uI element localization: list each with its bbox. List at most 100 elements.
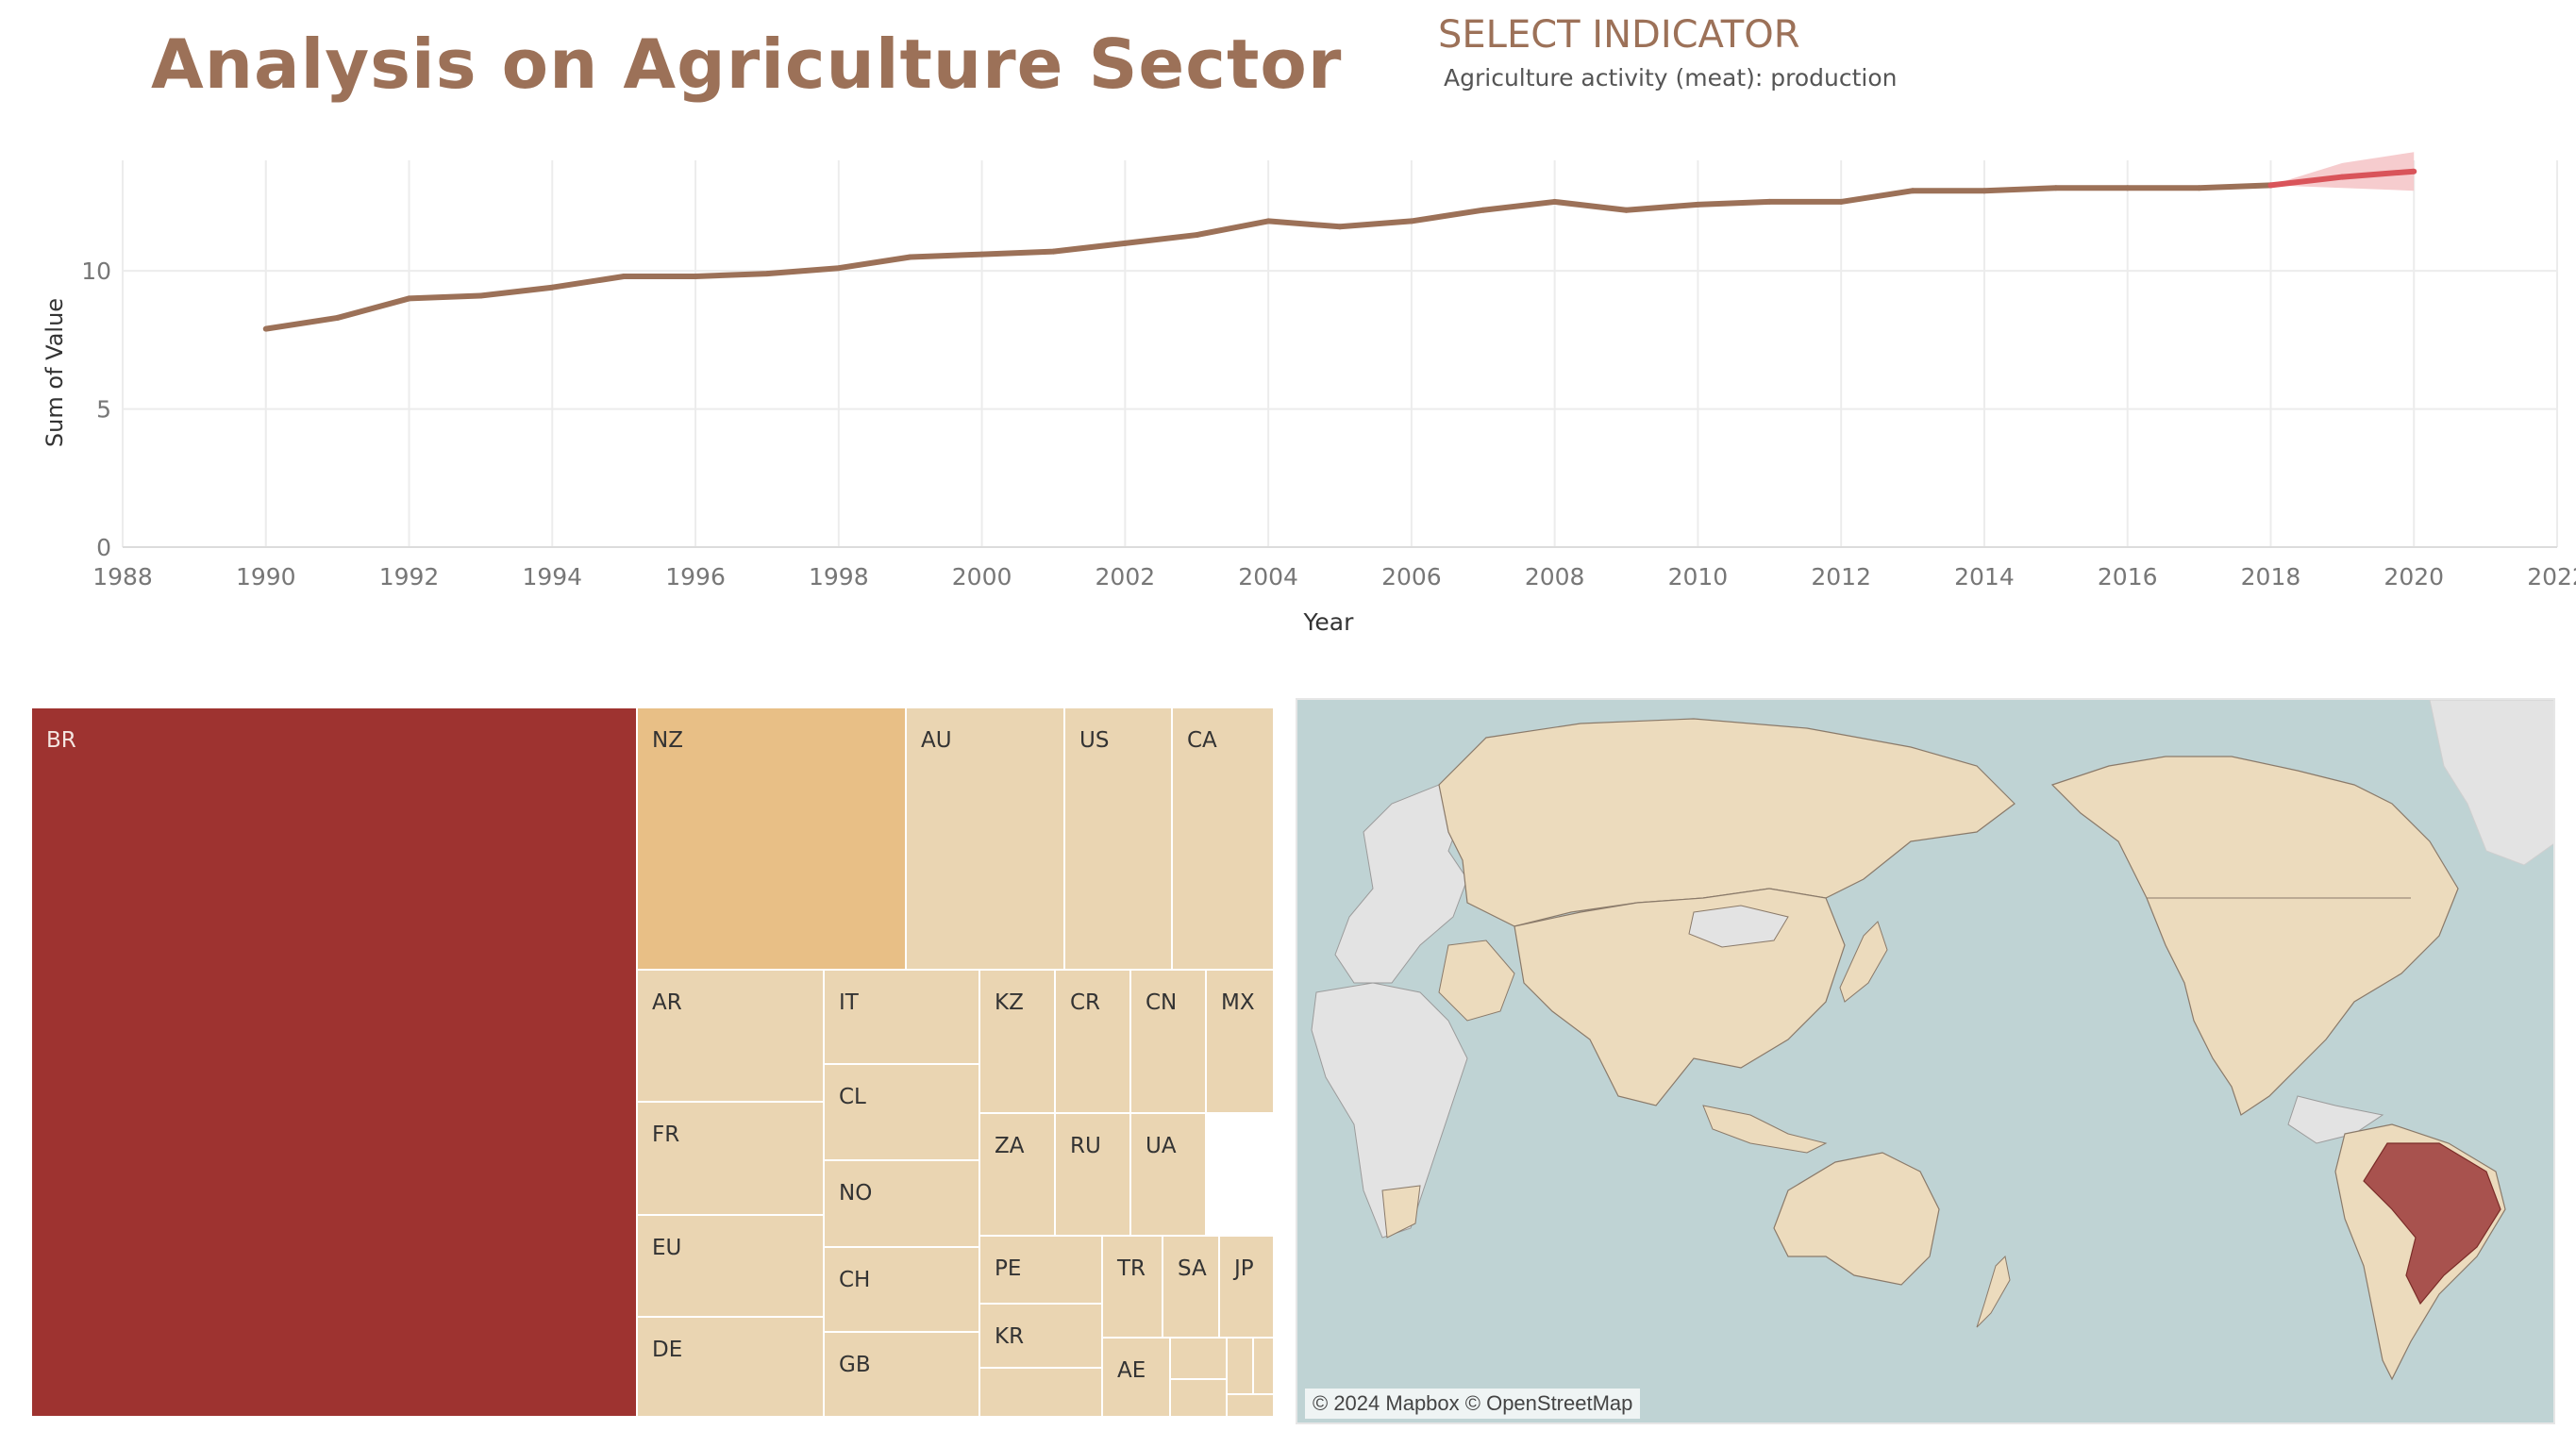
treemap-tile-ae[interactable] [1101,1337,1171,1418]
treemap-tile-cr[interactable] [1054,969,1131,1114]
forecast-data-point[interactable] [2267,182,2274,189]
treemap-tile-cn[interactable] [1129,969,1207,1114]
actual-data-point[interactable] [621,274,627,279]
map-middle-east[interactable] [1438,940,1515,1022]
treemap-tile-fr[interactable] [636,1101,825,1216]
treemap-tile-mx[interactable] [1205,969,1275,1114]
actual-data-point[interactable] [1122,240,1129,246]
actual-data-point[interactable] [334,314,341,321]
x-tick-label: 1988 [92,563,153,590]
map-attribution: © 2024 Mapbox © OpenStreetMap [1305,1389,1641,1419]
treemap-tile[interactable] [1252,1337,1275,1395]
x-tick-label: 2012 [1811,563,1871,590]
treemap-tile-ua[interactable] [1129,1112,1207,1237]
world-map[interactable]: © 2024 Mapbox © OpenStreetMap [1296,698,2555,1424]
actual-data-point[interactable] [1695,201,1701,208]
actual-data-point[interactable] [1910,188,1916,194]
x-tick-label: 2014 [1954,563,2015,590]
x-tick-label: 2018 [2241,563,2301,590]
treemap-tile-eu[interactable] [636,1214,825,1318]
page-title: Analysis on Agriculture Sector [151,25,1343,104]
treemap-tile-ca[interactable] [1171,707,1275,971]
treemap-tile-gb[interactable] [823,1331,980,1418]
treemap-tile-pe[interactable] [979,1235,1103,1305]
actual-data-point[interactable] [1265,218,1272,225]
actual-data-point[interactable] [1194,232,1200,239]
map-south-africa[interactable] [1381,1185,1421,1239]
map-indonesia[interactable] [1702,1105,1828,1154]
actual-data-point[interactable] [2124,185,2131,191]
treemap-tile-ch[interactable] [823,1246,980,1333]
x-tick-label: 2022 [2527,563,2576,590]
y-tick-label: 0 [96,534,111,561]
treemap-tile-za[interactable] [979,1112,1056,1237]
world-map-canvas[interactable] [1297,700,2555,1424]
x-tick-label: 1998 [809,563,869,590]
treemap-tile[interactable] [1169,1337,1228,1380]
map-mongolia[interactable] [1688,905,1789,948]
treemap-tile-de[interactable] [636,1316,825,1418]
map-australia[interactable] [1773,1152,1940,1286]
x-tick-label: 2006 [1381,563,1442,590]
map-new-zealand[interactable] [1976,1255,2011,1328]
actual-data-point[interactable] [1551,198,1558,205]
forecast-data-point[interactable] [2339,174,2346,180]
treemap-tile-jp[interactable] [1218,1235,1275,1339]
treemap-tile-au[interactable] [905,707,1065,971]
actual-data-point[interactable] [549,284,556,291]
x-tick-label: 2000 [952,563,1012,590]
treemap-tile-ru[interactable] [1054,1112,1131,1237]
treemap-tile-us[interactable] [1063,707,1173,971]
actual-data-point[interactable] [406,295,412,302]
map-russia[interactable] [1438,718,2016,927]
map-africa[interactable] [1311,982,1468,1239]
treemap-tile-kz[interactable] [979,969,1056,1114]
actual-data-point[interactable] [1981,188,1987,194]
forecast-data-point[interactable] [2411,168,2417,175]
map-asia[interactable] [1514,888,1846,1106]
map-japan[interactable] [1839,921,1888,1003]
x-tick-label: 1990 [236,563,296,590]
treemap-tile-no[interactable] [823,1159,980,1248]
treemap-tile-kr[interactable] [979,1303,1103,1369]
treemap-tile-tr[interactable] [1101,1235,1163,1339]
actual-data-point[interactable] [1623,207,1630,213]
actual-data-point[interactable] [907,254,913,260]
actual-data-point[interactable] [1766,198,1773,205]
actual-data-point[interactable] [693,274,699,279]
treemap-tile[interactable] [1226,1393,1275,1418]
actual-data-point[interactable] [1480,207,1486,213]
treemap-tile-cl[interactable] [823,1063,980,1161]
line-chart[interactable]: 1988 1990 1992 1994 1996 1998 2000 2002 2004 2006… [0,141,2576,651]
x-tick-label: 2016 [2098,563,2158,590]
x-tick-label: 2004 [1238,563,1298,590]
actual-data-point[interactable] [1337,224,1343,230]
actual-data-point[interactable] [835,265,842,272]
actual-data-point[interactable] [763,271,770,277]
indicator-selector-value[interactable]: Agriculture activity (meat): production [1444,64,1898,91]
treemap-tile[interactable] [979,1367,1103,1418]
actual-data-point[interactable] [1408,218,1414,225]
y-tick-label: 10 [81,258,111,285]
treemap-tile[interactable] [1169,1378,1228,1418]
x-tick-label: 1994 [522,563,582,590]
y-axis-title: Sum of Value [42,298,68,447]
treemap-tile-nz[interactable] [636,707,907,971]
map-brazil[interactable] [2363,1142,2501,1306]
actual-data-point[interactable] [262,325,269,332]
actual-data-point[interactable] [1838,198,1845,205]
x-tick-label: 2008 [1525,563,1585,590]
map-greenland[interactable] [2429,700,2555,866]
actual-data-point[interactable] [979,251,985,258]
indicator-selector-title[interactable]: SELECT INDICATOR [1438,13,1800,57]
treemap-tile-it[interactable] [823,969,980,1065]
actual-data-point[interactable] [2052,185,2059,191]
treemap-tile-ar[interactable] [636,969,825,1103]
map-north-america[interactable] [2050,756,2459,1116]
treemap-tile-br[interactable] [30,707,638,1418]
treemap-tile-sa[interactable] [1162,1235,1220,1339]
treemap-tile[interactable] [1226,1337,1254,1395]
actual-data-point[interactable] [477,292,484,299]
actual-data-point[interactable] [2196,185,2202,191]
actual-data-point[interactable] [1050,248,1057,255]
